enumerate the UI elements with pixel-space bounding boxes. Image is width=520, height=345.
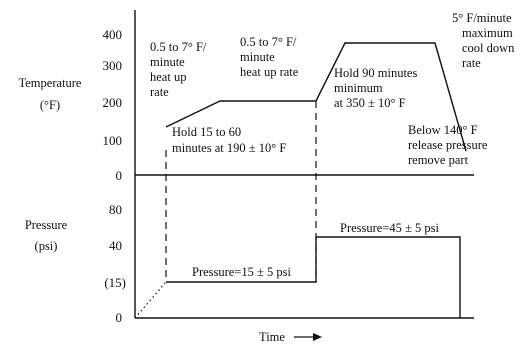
annotation-cooldown: 5° F/minute maximum cool down rate <box>452 11 515 70</box>
x-axis-label: Time <box>259 330 285 344</box>
annotation-pressure-15: Pressure=15 ± 5 psi <box>192 265 292 279</box>
annotation-pressure-45: Pressure=45 ± 5 psi <box>340 221 440 235</box>
annotation-heatup-2: 0.5 to 7° F/ minute heat up rate <box>240 35 299 79</box>
pressure-tick-0: 0 <box>116 310 123 325</box>
temp-tick-100: 100 <box>103 133 123 148</box>
svg-text:5° F/minute: 5° F/minute <box>452 11 512 25</box>
pressure-ticks: 80 60 40 (15) 0 <box>104 202 126 325</box>
svg-text:minutes at 190 ± 10° F: minutes at 190 ± 10° F <box>172 141 286 155</box>
svg-text:maximum: maximum <box>462 26 513 40</box>
annotation-hold-350: Hold 90 minutes minimum at 350 ± 10° F <box>334 66 417 110</box>
temp-tick-300: 300 <box>103 58 123 73</box>
svg-text:rate: rate <box>462 56 481 70</box>
pressure-tick-80: 80 <box>109 202 122 217</box>
pressure-axis-label: Pressure <box>25 218 68 232</box>
pressure-tick-40: 40 <box>109 238 122 253</box>
svg-text:cool down: cool down <box>462 41 515 55</box>
svg-text:minute: minute <box>150 55 185 69</box>
svg-text:heat up: heat up <box>150 70 186 84</box>
svg-text:at 350 ± 10° F: at 350 ± 10° F <box>334 96 406 110</box>
svg-text:minute: minute <box>240 50 275 64</box>
temperature-axis-unit: (°F) <box>40 98 60 112</box>
annotation-hold-190: Hold 15 to 60 minutes at 190 ± 10° F <box>172 125 286 155</box>
annotation-release: Below 140° F release pressure remove par… <box>408 123 488 167</box>
svg-text:remove part: remove part <box>408 153 469 167</box>
svg-text:minimum: minimum <box>334 81 383 95</box>
svg-text:heat up rate: heat up rate <box>240 65 299 79</box>
svg-text:0.5 to 7° F/: 0.5 to 7° F/ <box>240 35 297 49</box>
svg-text:release pressure: release pressure <box>408 138 488 152</box>
svg-text:rate: rate <box>150 85 169 99</box>
temperature-profile-line <box>165 42 467 152</box>
temp-tick-400: 400 <box>103 27 123 42</box>
pressure-axis-unit: (psi) <box>35 239 58 253</box>
svg-text:Hold 90 minutes: Hold 90 minutes <box>334 66 417 80</box>
time-arrow-icon <box>294 333 322 341</box>
temp-tick-0: 0 <box>116 168 123 183</box>
pressure-ramp-line <box>134 281 167 319</box>
temperature-axis-label: Temperature <box>19 76 82 90</box>
temp-tick-200: 200 <box>103 95 123 110</box>
temperature-ticks: 400 300 200 100 0 <box>103 27 123 183</box>
svg-text:Below 140° F: Below 140° F <box>408 123 478 137</box>
svg-text:0.5 to 7° F/: 0.5 to 7° F/ <box>150 40 207 54</box>
annotation-heatup-1: 0.5 to 7° F/ minute heat up rate <box>150 40 207 99</box>
pressure-tick-15: (15) <box>104 275 126 290</box>
svg-text:Hold 15 to 60: Hold 15 to 60 <box>172 125 241 139</box>
